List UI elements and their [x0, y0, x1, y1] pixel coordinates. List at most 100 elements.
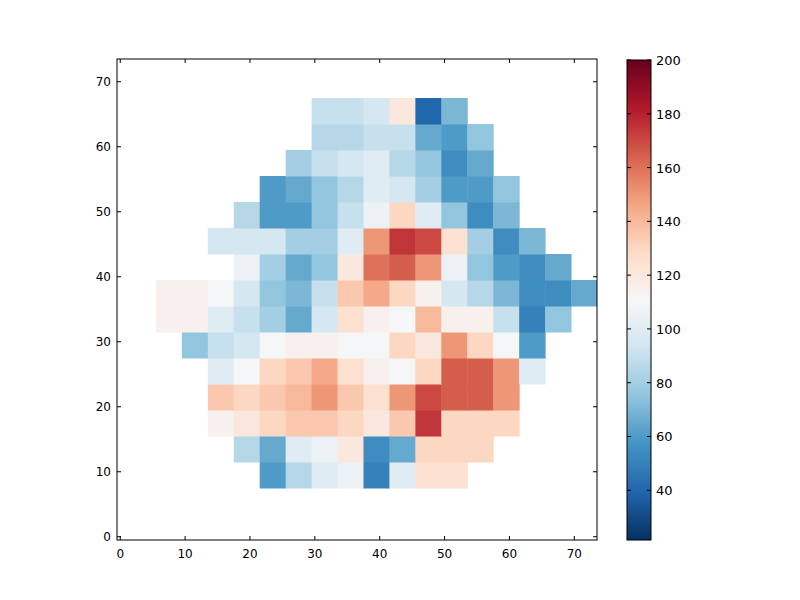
cell	[312, 306, 338, 333]
x-tick	[379, 536, 380, 540]
cell	[389, 124, 415, 151]
cell	[260, 384, 286, 411]
cell	[415, 384, 441, 411]
colorbar-tick-label: 40	[656, 483, 673, 498]
cell	[363, 254, 389, 281]
cell	[441, 202, 467, 229]
x-tick	[444, 536, 445, 540]
cell	[208, 228, 234, 255]
cell	[493, 358, 519, 385]
cell	[338, 202, 364, 229]
plot-frame	[117, 59, 597, 540]
cell	[260, 332, 286, 359]
cell	[467, 410, 493, 437]
cell	[493, 176, 519, 203]
cell	[493, 410, 519, 437]
y-tick-label: 40	[96, 270, 111, 284]
cell	[234, 410, 260, 437]
cell	[312, 436, 338, 463]
cell	[389, 410, 415, 437]
cell	[234, 384, 260, 411]
cell	[415, 150, 441, 177]
cell	[363, 384, 389, 411]
cell	[467, 332, 493, 359]
cell	[312, 280, 338, 307]
colorbar-tick-label: 100	[656, 322, 681, 337]
cell	[312, 150, 338, 177]
x-tick	[120, 59, 121, 63]
cell	[286, 176, 312, 203]
colorbar-tick-label: 80	[656, 376, 673, 391]
cell	[312, 202, 338, 229]
colorbar-tick-label: 180	[656, 107, 681, 122]
y-tick	[117, 471, 121, 472]
cell	[441, 124, 467, 151]
colorbar-tick	[647, 113, 651, 114]
x-tick-label: 50	[437, 547, 452, 561]
cell	[260, 202, 286, 229]
colorbar-tick	[647, 328, 651, 329]
cell	[467, 150, 493, 177]
y-tick-label: 30	[96, 335, 111, 349]
y-tick-label: 50	[96, 205, 111, 219]
colorbar-tick	[647, 382, 651, 383]
cell	[519, 306, 545, 333]
colorbar-tick	[627, 60, 631, 61]
x-tick	[249, 59, 250, 63]
cell	[389, 384, 415, 411]
y-tick-label: 20	[96, 400, 111, 414]
colorbar	[627, 60, 651, 540]
cell	[441, 410, 467, 437]
x-tick	[574, 536, 575, 540]
cell	[389, 280, 415, 307]
cell	[286, 280, 312, 307]
cell	[208, 306, 234, 333]
cell	[493, 228, 519, 255]
colorbar-tick-label: 160	[656, 161, 681, 176]
cell	[363, 436, 389, 463]
cell	[363, 98, 389, 125]
cell	[467, 124, 493, 151]
cell	[286, 358, 312, 385]
y-tick	[117, 146, 121, 147]
cell	[234, 332, 260, 359]
colorbar-tick	[647, 167, 651, 168]
cell	[519, 228, 545, 255]
cell	[312, 176, 338, 203]
x-tick	[574, 59, 575, 63]
cell	[260, 462, 286, 489]
cell	[338, 462, 364, 489]
cell	[441, 176, 467, 203]
cell	[208, 358, 234, 385]
y-tick	[117, 81, 121, 82]
cell	[415, 254, 441, 281]
cell	[260, 410, 286, 437]
cell	[338, 176, 364, 203]
cell	[363, 306, 389, 333]
cell	[389, 332, 415, 359]
colorbar-tick	[627, 382, 631, 383]
cell	[467, 306, 493, 333]
cell	[363, 228, 389, 255]
cell	[415, 202, 441, 229]
cell	[338, 332, 364, 359]
colorbar-tick-label: 140	[656, 214, 681, 229]
cell	[389, 462, 415, 489]
cell	[441, 306, 467, 333]
cell	[260, 280, 286, 307]
cell	[363, 462, 389, 489]
cell	[312, 124, 338, 151]
x-tick	[314, 536, 315, 540]
cell	[208, 332, 234, 359]
cell	[156, 306, 182, 333]
colorbar-tick	[627, 113, 631, 114]
cell	[338, 384, 364, 411]
y-tick	[593, 146, 597, 147]
cell	[545, 280, 571, 307]
cell	[441, 254, 467, 281]
cell	[493, 384, 519, 411]
cell	[389, 176, 415, 203]
cell	[441, 436, 467, 463]
x-tick-label: 40	[372, 547, 387, 561]
y-tick	[593, 81, 597, 82]
